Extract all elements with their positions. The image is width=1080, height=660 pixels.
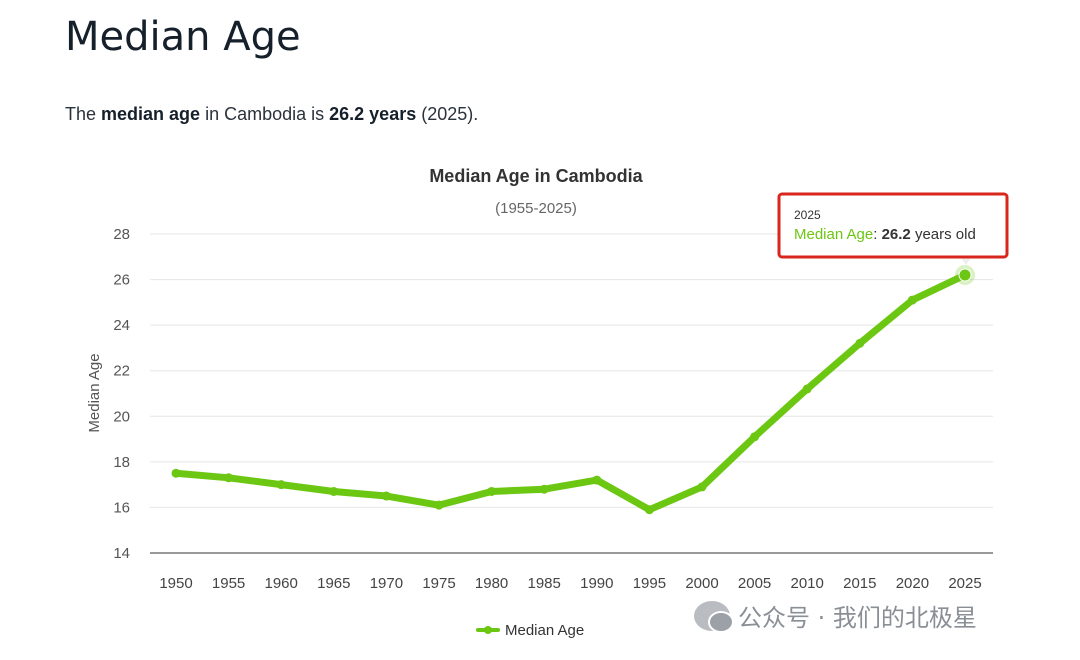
y-tick-label: 18 <box>113 454 130 471</box>
x-tick-label: 1995 <box>633 575 666 592</box>
data-point-highlighted[interactable] <box>958 268 972 282</box>
summary-part-3: (2025). <box>416 104 479 124</box>
legend[interactable]: Median Age <box>476 622 584 639</box>
chart-subtitle: (1955-2025) <box>495 200 577 217</box>
y-tick-label: 26 <box>113 272 130 289</box>
tooltip-year: 2025 <box>794 208 821 222</box>
data-point[interactable] <box>592 475 602 485</box>
watermark: 公众号 · 我们的北极星 <box>694 598 977 633</box>
data-point[interactable] <box>697 482 707 492</box>
x-tick-label: 1965 <box>317 575 350 592</box>
grid-lines <box>150 233 993 554</box>
data-point[interactable] <box>276 480 286 490</box>
median-age-chart: Median Age in Cambodia (1955-2025) 14161… <box>86 166 1009 639</box>
page-title: Median Age <box>65 14 301 60</box>
tooltip-series-label: Median Age <box>794 226 873 243</box>
x-tick-label: 1975 <box>422 575 455 592</box>
data-point[interactable] <box>487 486 497 496</box>
x-tick-label: 1985 <box>528 575 561 592</box>
x-axis-ticks: 1950 1955 1960 1965 1970 1975 1980 1985 1990 1995… <box>159 575 981 592</box>
watermark-text: 公众号 · 我们的北极星 <box>738 604 977 632</box>
tooltip-value: 26.2 <box>882 226 911 243</box>
y-axis-ticks: 14 16 18 20 22 24 26 28 <box>113 226 130 562</box>
legend-marker-icon <box>484 626 492 634</box>
tooltip-line: Median Age: 26.2 years old <box>794 226 976 243</box>
x-tick-label: 2015 <box>843 575 876 592</box>
y-tick-label: 28 <box>113 226 130 243</box>
summary-bold-metric: median age <box>101 104 201 124</box>
data-point[interactable] <box>644 505 654 515</box>
data-tooltip: 2025 Median Age: 26.2 years old <box>777 192 1009 265</box>
data-point[interactable] <box>750 432 760 442</box>
data-point[interactable] <box>802 384 812 394</box>
x-tick-label: 2000 <box>685 575 718 592</box>
y-tick-label: 14 <box>113 545 130 562</box>
x-tick-label: 2020 <box>896 575 929 592</box>
data-point[interactable] <box>171 468 181 478</box>
summary-part-2: in Cambodia is <box>200 104 330 124</box>
y-tick-label: 24 <box>113 317 130 334</box>
summary-bold-value: 26.2 years <box>329 104 417 124</box>
x-tick-label: 2010 <box>791 575 824 592</box>
x-tick-label: 1970 <box>370 575 403 592</box>
tooltip-box <box>777 192 1009 259</box>
data-point[interactable] <box>434 500 444 510</box>
legend-label: Median Age <box>505 622 584 639</box>
x-tick-label: 2005 <box>738 575 771 592</box>
x-tick-label: 1980 <box>475 575 508 592</box>
summary-text: The median age in Cambodia is 26.2 years… <box>65 104 478 125</box>
x-tick-label: 2025 <box>948 575 981 592</box>
chart-title: Median Age in Cambodia <box>429 166 643 186</box>
summary-part-1: The <box>65 104 102 124</box>
data-point[interactable] <box>539 484 549 494</box>
data-point[interactable] <box>907 295 917 305</box>
tooltip-suffix: years old <box>911 226 976 243</box>
data-point[interactable] <box>329 486 339 496</box>
wechat-icon <box>694 600 734 633</box>
y-tick-label: 20 <box>113 408 130 425</box>
data-point[interactable] <box>381 491 391 501</box>
series-line <box>172 271 969 514</box>
y-tick-label: 22 <box>113 363 130 380</box>
x-tick-label: 1960 <box>265 575 298 592</box>
data-point[interactable] <box>855 338 865 348</box>
x-tick-label: 1955 <box>212 575 245 592</box>
x-tick-label: 1950 <box>159 575 192 592</box>
data-point[interactable] <box>224 473 234 483</box>
x-tick-label: 1990 <box>580 575 613 592</box>
y-tick-label: 16 <box>113 499 130 516</box>
tooltip-colon: : <box>873 226 881 243</box>
series-median-age[interactable] <box>171 265 976 515</box>
y-axis-label: Median Age <box>86 353 103 432</box>
